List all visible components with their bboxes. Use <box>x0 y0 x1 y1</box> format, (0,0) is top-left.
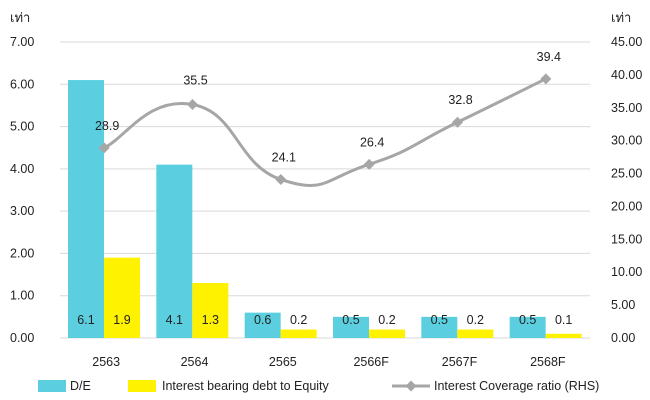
coverage-line <box>98 73 552 188</box>
data-labels: 6.1 1.9 4.1 1.3 0.6 0.2 0.5 0.2 0.5 0.2 0.5 0.1 28.9… <box>77 50 572 327</box>
right-tick-label: 25.00 <box>611 167 642 181</box>
coverage-point <box>98 142 110 154</box>
ibd-data-label: 1.3 <box>202 313 219 327</box>
right-tick-label: 45.00 <box>611 35 642 49</box>
ibd-bar <box>280 329 317 338</box>
coverage-data-label: 32.8 <box>448 93 472 107</box>
coverage-data-label: 26.4 <box>360 135 384 149</box>
x-tick-label: 2568F <box>530 355 566 369</box>
x-tick-label: 2567F <box>442 355 478 369</box>
de-data-label: 0.6 <box>254 313 271 327</box>
right-tick-label: 15.00 <box>611 232 642 246</box>
legend: D/E Interest bearing debt to Equity Intere… <box>38 379 599 393</box>
coverage-point <box>187 98 198 110</box>
legend-de-swatch <box>38 380 66 392</box>
de-data-label: 0.5 <box>342 313 359 327</box>
right-axis: เท่า 0.00 5.00 10.00 15.00 20.00 25.00 30.00 35… <box>611 10 642 345</box>
left-tick-label: 0.00 <box>10 331 34 345</box>
ibd-data-label: 0.2 <box>378 313 395 327</box>
de-bar <box>68 80 104 339</box>
right-tick-label: 5.00 <box>611 298 635 312</box>
coverage-point <box>540 73 552 85</box>
de-data-label: 0.5 <box>519 313 536 327</box>
left-tick-label: 3.00 <box>10 204 34 218</box>
right-tick-label: 35.00 <box>611 101 642 115</box>
de-bar <box>509 316 546 338</box>
left-axis: เท่า 0.00 1.00 2.00 3.00 4.00 5.00 6.00 7.00 <box>10 10 34 345</box>
ibd-data-label: 1.9 <box>113 313 130 327</box>
right-tick-label: 40.00 <box>611 68 642 82</box>
bars <box>68 80 582 339</box>
left-tick-label: 6.00 <box>10 77 34 91</box>
legend-ibd-swatch <box>128 380 156 392</box>
ibd-data-label: 0.2 <box>290 313 307 327</box>
x-tick-label: 2563 <box>92 355 120 369</box>
legend-ibd-label: Interest bearing debt to Equity <box>162 379 330 393</box>
right-tick-label: 20.00 <box>611 199 642 213</box>
de-data-label: 4.1 <box>166 313 183 327</box>
ibd-bar <box>457 329 494 338</box>
de-data-label: 6.1 <box>77 313 94 327</box>
coverage-data-label: 24.1 <box>272 150 296 164</box>
ibd-bar <box>104 257 140 338</box>
ibd-data-label: 0.2 <box>467 313 484 327</box>
left-axis-unit: เท่า <box>10 10 30 25</box>
ibd-bar <box>192 283 229 338</box>
x-tick-label: 2565 <box>269 355 297 369</box>
coverage-point <box>452 116 463 128</box>
left-tick-label: 4.00 <box>10 162 34 176</box>
de-bar <box>156 164 193 338</box>
right-tick-label: 30.00 <box>611 134 642 148</box>
left-tick-label: 1.00 <box>10 289 34 303</box>
ibd-data-label: 0.1 <box>555 313 572 327</box>
left-tick-label: 2.00 <box>10 246 34 260</box>
ibd-bar <box>369 329 405 338</box>
right-tick-label: 0.00 <box>611 331 635 345</box>
ibd-bar <box>545 333 582 338</box>
x-tick-label: 2566F <box>353 355 389 369</box>
coverage-data-label: 39.4 <box>537 50 561 64</box>
right-tick-label: 10.00 <box>611 265 642 279</box>
de-bar <box>244 312 281 338</box>
coverage-data-label: 28.9 <box>95 119 119 133</box>
left-tick-label: 5.00 <box>10 120 34 134</box>
coverage-point <box>275 173 287 185</box>
de-bar <box>421 316 458 338</box>
x-tick-label: 2564 <box>181 355 209 369</box>
coverage-point <box>363 158 375 170</box>
right-axis-unit: เท่า <box>611 10 631 25</box>
coverage-data-label: 35.5 <box>183 73 207 87</box>
de-data-label: 0.5 <box>431 313 448 327</box>
left-tick-label: 7.00 <box>10 35 34 49</box>
legend-icr-marker <box>405 380 417 392</box>
gridlines <box>60 41 590 339</box>
legend-icr-label: Interest Coverage ratio (RHS) <box>434 379 599 393</box>
de-bar <box>333 316 369 338</box>
legend-de-label: D/E <box>70 379 91 393</box>
x-axis: 2563 2564 2565 2566F 2567F 2568F <box>92 355 566 369</box>
